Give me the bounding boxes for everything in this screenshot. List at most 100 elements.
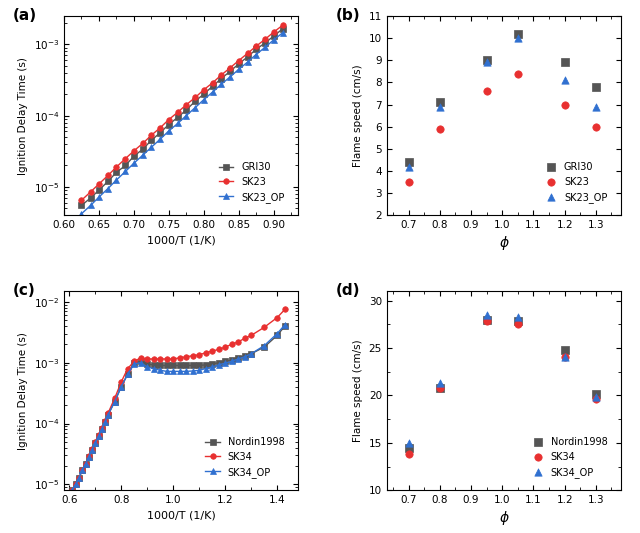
SK34_OP bbox=[182, 368, 190, 375]
SK34 bbox=[111, 395, 118, 401]
GRI30 bbox=[481, 56, 492, 64]
SK23 bbox=[139, 140, 147, 147]
SK34_OP bbox=[559, 353, 570, 362]
SK34_OP bbox=[170, 368, 177, 375]
SK23 bbox=[122, 156, 129, 162]
SK34 bbox=[143, 356, 151, 362]
GRI30 bbox=[113, 169, 120, 175]
SK23_OP bbox=[77, 211, 85, 217]
SK34_OP bbox=[101, 419, 109, 425]
SK23 bbox=[279, 22, 287, 28]
GRI30 bbox=[261, 39, 269, 46]
Nordin1998 bbox=[82, 461, 90, 467]
SK34_OP bbox=[176, 368, 184, 375]
SK34 bbox=[92, 439, 99, 445]
Nordin1998 bbox=[209, 361, 216, 367]
SK34 bbox=[182, 353, 190, 360]
SK23_OP bbox=[86, 202, 94, 208]
Nordin1998 bbox=[404, 443, 414, 452]
GRI30 bbox=[235, 61, 243, 67]
SK23 bbox=[200, 87, 207, 93]
Nordin1998 bbox=[98, 426, 106, 433]
Legend: GRI30, SK23, SK23_OP: GRI30, SK23, SK23_OP bbox=[215, 158, 289, 206]
GRI30 bbox=[227, 68, 234, 75]
SK34 bbox=[247, 332, 255, 338]
SK34_OP bbox=[234, 356, 242, 362]
SK23_OP bbox=[218, 81, 225, 87]
SK23_OP bbox=[147, 144, 155, 150]
SK34 bbox=[170, 356, 177, 362]
SK34 bbox=[435, 384, 445, 392]
SK34 bbox=[273, 314, 281, 321]
SK23 bbox=[95, 181, 103, 187]
SK23_OP bbox=[157, 136, 164, 142]
Nordin1998 bbox=[124, 371, 132, 377]
SK23_OP bbox=[104, 185, 112, 192]
SK34 bbox=[95, 432, 102, 438]
GRI30 bbox=[279, 26, 287, 32]
GRI30 bbox=[513, 29, 523, 38]
SK23 bbox=[77, 197, 85, 204]
Y-axis label: Ignition Delay Time (s): Ignition Delay Time (s) bbox=[18, 332, 28, 450]
SK34_OP bbox=[591, 393, 601, 401]
SK23_OP bbox=[404, 163, 414, 171]
SK34_OP bbox=[435, 379, 445, 387]
SK23 bbox=[218, 72, 225, 78]
SK23_OP bbox=[227, 74, 234, 80]
SK34 bbox=[124, 365, 132, 372]
SK34_OP bbox=[150, 365, 157, 372]
SK34_OP bbox=[78, 467, 86, 474]
SK23 bbox=[86, 189, 94, 195]
SK23 bbox=[147, 132, 155, 139]
SK34_OP bbox=[273, 330, 281, 337]
Nordin1998 bbox=[247, 351, 255, 357]
SK34_OP bbox=[131, 361, 138, 367]
SK23 bbox=[130, 148, 138, 154]
SK34_OP bbox=[92, 440, 99, 446]
Nordin1998 bbox=[170, 362, 177, 369]
SK23_OP bbox=[235, 66, 243, 72]
SK34_OP bbox=[209, 364, 216, 370]
SK34_OP bbox=[404, 439, 414, 447]
SK34 bbox=[215, 346, 223, 353]
Nordin1998 bbox=[234, 354, 242, 361]
SK23 bbox=[513, 69, 523, 78]
Nordin1998 bbox=[111, 398, 118, 405]
SK34 bbox=[82, 461, 90, 467]
SK34 bbox=[176, 354, 184, 361]
SK34 bbox=[513, 320, 523, 328]
SK34_OP bbox=[228, 358, 236, 365]
SK23 bbox=[591, 123, 601, 131]
Nordin1998 bbox=[72, 481, 79, 488]
SK23_OP bbox=[113, 177, 120, 183]
Nordin1998 bbox=[481, 316, 492, 325]
SK34_OP bbox=[215, 362, 223, 368]
Nordin1998 bbox=[92, 440, 99, 446]
SK23_OP bbox=[252, 51, 260, 58]
SK34_OP bbox=[241, 353, 248, 360]
SK34_OP bbox=[104, 411, 112, 418]
SK34_OP bbox=[281, 321, 289, 328]
SK34 bbox=[68, 487, 76, 494]
Nordin1998 bbox=[202, 362, 209, 368]
SK23 bbox=[165, 116, 173, 123]
SK23_OP bbox=[130, 160, 138, 166]
SK34_OP bbox=[195, 367, 203, 374]
Nordin1998 bbox=[435, 384, 445, 392]
SK34 bbox=[131, 358, 138, 365]
SK34 bbox=[189, 352, 196, 359]
SK34_OP bbox=[221, 360, 229, 366]
SK34_OP bbox=[163, 368, 170, 375]
SK23_OP bbox=[209, 89, 216, 95]
GRI30 bbox=[218, 76, 225, 82]
SK34_OP bbox=[117, 384, 125, 390]
GRI30 bbox=[182, 107, 190, 113]
SK23 bbox=[113, 164, 120, 170]
Line: SK34: SK34 bbox=[69, 306, 288, 493]
Nordin1998 bbox=[131, 360, 138, 366]
SK34 bbox=[228, 341, 236, 348]
Text: (c): (c) bbox=[13, 283, 35, 298]
SK23 bbox=[182, 102, 190, 108]
SK23_OP bbox=[182, 112, 190, 119]
Nordin1998 bbox=[150, 362, 157, 368]
